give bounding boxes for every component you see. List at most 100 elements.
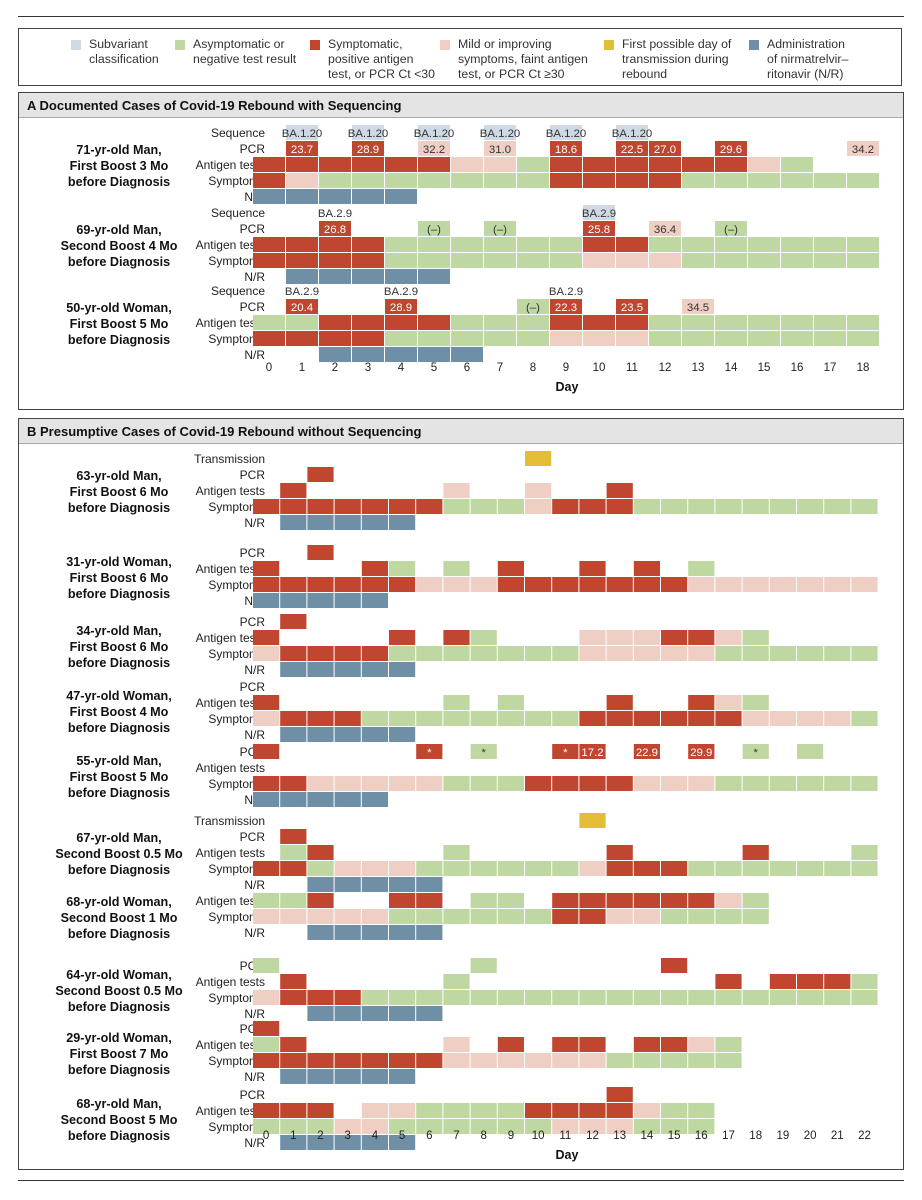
cell-pcr	[552, 744, 579, 759]
cell-antigen-tests-c0462f	[552, 1103, 579, 1118]
cell-symptoms-efcfc4	[552, 1053, 579, 1068]
cell-symptoms-efcfc4	[286, 173, 318, 188]
cell-antigen-tests-bfd8a2	[715, 315, 747, 330]
cell-symptoms-bfd8a2	[497, 909, 524, 924]
cell-sequence	[418, 125, 450, 140]
cell-symptoms-efcfc4	[361, 861, 388, 876]
cell-antigen-tests-c0462f	[797, 974, 824, 989]
cell-symptoms-bfd8a2	[814, 173, 846, 188]
cell-symptoms-efcfc4	[389, 776, 416, 791]
cell-symptoms-bfd8a2	[525, 909, 552, 924]
cell-symptoms-bfd8a2	[550, 253, 582, 268]
cell-text: BA.1.20	[348, 128, 389, 140]
x-tick-label: 21	[831, 1130, 844, 1142]
x-tick-label: 6	[426, 1130, 432, 1142]
cell-symptoms-efcfc4	[579, 861, 606, 876]
cell-antigen-tests-bfd8a2	[253, 893, 280, 908]
cell-n-r-6f8fa6	[352, 347, 384, 362]
x-tick-label: 2	[332, 362, 338, 374]
cell-antigen-tests-bfd8a2	[484, 315, 516, 330]
cell-symptoms-bfd8a2	[470, 646, 497, 661]
cell-antigen-tests-bfd8a2	[715, 1037, 742, 1052]
cell-antigen-tests-efcfc4	[633, 1103, 660, 1118]
cell-n-r-6f8fa6	[286, 269, 318, 284]
panel-b-chart: 63-yr-old Man, First Boost 6 Mo before Dia…	[55, 451, 878, 1162]
row-label: N/R	[244, 1070, 265, 1084]
cell-antigen-tests-c0462f	[253, 1103, 280, 1118]
cell-symptoms-c0462f	[606, 776, 633, 791]
cell-text: BA.1.20	[282, 128, 323, 140]
patient-1: 69-yr-old Man, Second Boost 4 Mo before Di…	[61, 205, 879, 284]
cell-symptoms-efcfc4	[583, 331, 615, 346]
legend-label-nr: Administration of nirmatrelvir– ritonavir …	[767, 37, 849, 81]
patient-label: before Diagnosis	[68, 175, 170, 189]
cell-n-r-6f8fa6	[280, 593, 307, 608]
cell-text: BA.2.9	[582, 208, 616, 220]
cell-antigen-tests-bfd8a2	[286, 315, 318, 330]
cell-text: BA.2.9	[549, 286, 583, 298]
cell-pcr	[579, 744, 606, 759]
cell-symptoms-c0462f	[525, 577, 552, 592]
legend-item-subvariant: Subvariant classification	[71, 37, 159, 67]
cell-antigen-tests-efcfc4	[525, 483, 552, 498]
cell-symptoms-efcfc4	[606, 646, 633, 661]
legend-item-negative: Asymptomatic or negative test result	[175, 37, 296, 67]
patient-label: First Boost 7 Mo	[70, 1047, 169, 1061]
cell-symptoms-efcfc4	[334, 1119, 361, 1134]
panel-b: B Presumptive Cases of Covid-19 Rebound …	[18, 418, 904, 1170]
cell-symptoms-bfd8a2	[418, 331, 450, 346]
cell-symptoms-bfd8a2	[443, 1119, 470, 1134]
patient-label: First Boost 4 Mo	[70, 705, 169, 719]
cell-symptoms-c0462f	[253, 577, 280, 592]
cell-antigen-tests-efcfc4	[389, 1103, 416, 1118]
cell-symptoms-c0462f	[280, 776, 307, 791]
cell-symptoms-c0462f	[633, 711, 660, 726]
cell-symptoms-c0462f	[253, 776, 280, 791]
cell-symptoms-efcfc4	[797, 577, 824, 592]
cell-antigen-tests-c0462f	[552, 893, 579, 908]
cell-pcr	[418, 221, 450, 236]
cell-symptoms-efcfc4	[334, 909, 361, 924]
panel-b-header: B Presumptive Cases of Covid-19 Rebound …	[19, 419, 903, 444]
cell-text: 36.4	[654, 224, 676, 236]
row-label: Transmission	[194, 814, 265, 828]
cell-antigen-tests-efcfc4	[715, 695, 742, 710]
cell-symptoms-c0462f	[253, 499, 280, 514]
cell-n-r-6f8fa6	[352, 189, 384, 204]
row-label: Symptoms	[208, 862, 265, 876]
cell-symptoms-c0462f	[579, 909, 606, 924]
cell-symptoms-c0462f	[579, 499, 606, 514]
cell-antigen-tests-bfd8a2	[451, 315, 483, 330]
cell-antigen-tests-efcfc4	[688, 1037, 715, 1052]
cell-symptoms-efcfc4	[661, 776, 688, 791]
cell-sequence	[352, 125, 384, 140]
cell-text: *	[481, 747, 486, 759]
cell-antigen-tests-bfd8a2	[443, 845, 470, 860]
cell-symptoms-c0462f	[319, 253, 351, 268]
row-label: PCR	[240, 546, 266, 560]
x-tick-label: 9	[563, 362, 569, 374]
cell-pcr	[649, 141, 681, 156]
row-label: Antigen tests	[196, 846, 265, 860]
cell-symptoms-bfd8a2	[742, 861, 769, 876]
cell-n-r-6f8fa6	[253, 593, 280, 608]
cell-symptoms-bfd8a2	[385, 253, 417, 268]
x-tick-label: 20	[804, 1130, 817, 1142]
cell-antigen-tests-c0462f	[682, 157, 714, 172]
cell-antigen-tests-c0462f	[550, 157, 582, 172]
patient-label: Second Boost 0.5 Mo	[55, 984, 183, 998]
patient-6: 68-yr-old Woman, Second Boost 1 Mo before …	[61, 893, 769, 941]
cell-n-r-6f8fa6	[307, 1069, 334, 1084]
row-label: Symptoms	[208, 712, 265, 726]
cell-n-r-6f8fa6	[361, 515, 388, 530]
row-label: Symptoms	[208, 1120, 265, 1134]
patient-0: 71-yr-old Man, First Boost 3 Mo before Dia…	[68, 125, 879, 204]
cell-symptoms-c0462f	[583, 173, 615, 188]
cell-pcr	[847, 141, 879, 156]
cell-n-r-6f8fa6	[334, 1006, 361, 1021]
cell-pcr	[484, 221, 516, 236]
cell-symptoms-efcfc4	[649, 253, 681, 268]
x-tick-label: 15	[668, 1130, 681, 1142]
cell-symptoms-efcfc4	[606, 1119, 633, 1134]
